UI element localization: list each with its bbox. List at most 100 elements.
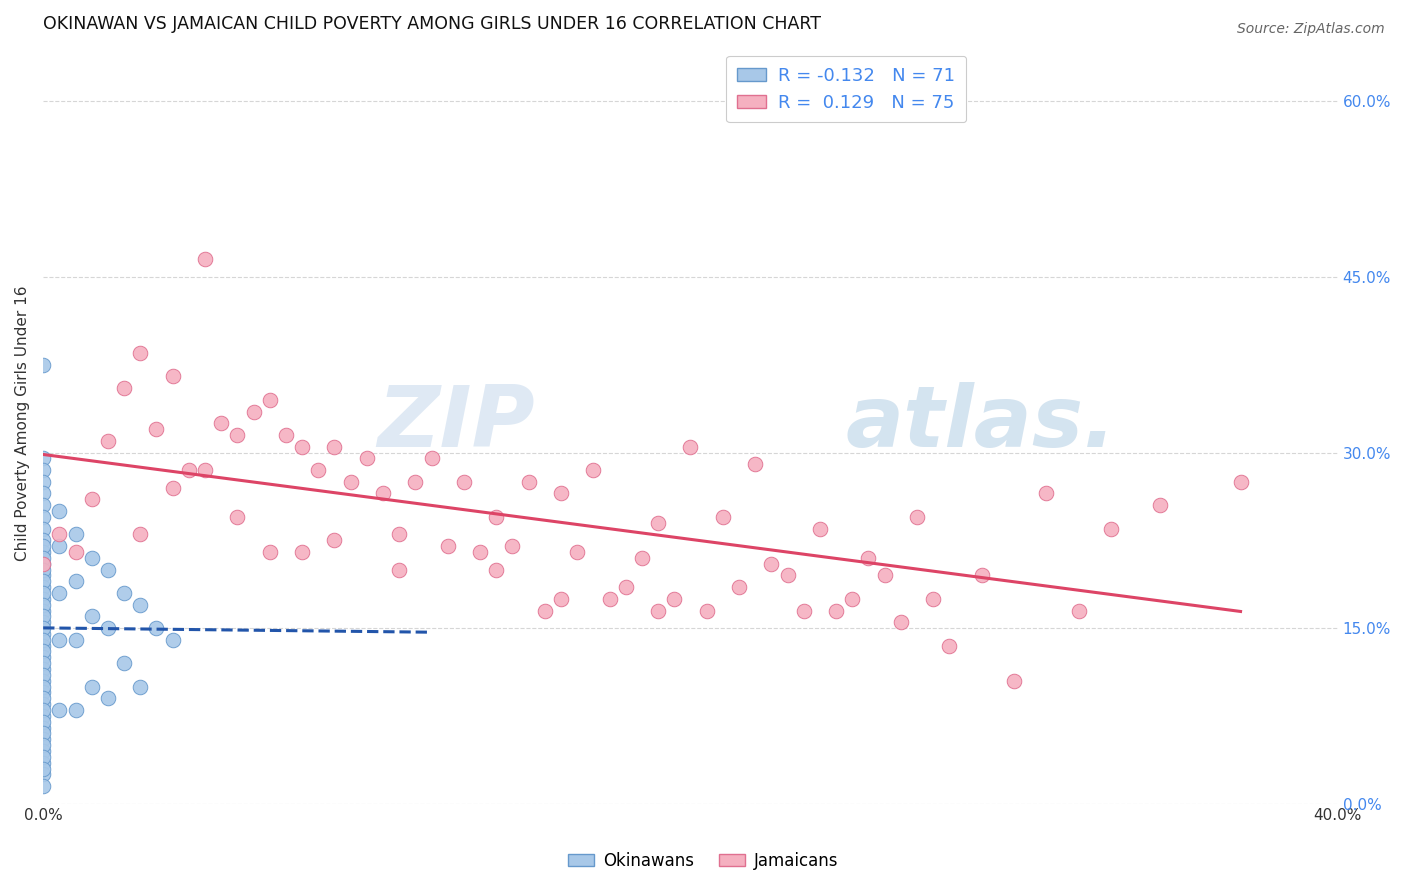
Point (388, 563, 411, 577)
Point (711, 509, 734, 524)
Point (32, 726, 55, 740)
Point (65, 527, 87, 541)
Point (32, 533, 55, 548)
Point (209, 416, 232, 430)
Point (970, 568, 993, 582)
Point (97, 563, 120, 577)
Point (808, 522, 831, 536)
Point (32, 691, 55, 706)
Point (80, 680, 103, 694)
Legend: Okinawans, Jamaicans: Okinawans, Jamaicans (561, 846, 845, 877)
Point (841, 591, 863, 606)
Point (129, 598, 152, 612)
Point (32, 621, 55, 635)
Point (501, 539, 523, 553)
Point (48, 527, 70, 541)
Point (32, 568, 55, 582)
Point (112, 381, 135, 395)
Point (97, 621, 120, 635)
Text: OKINAWAN VS JAMAICAN CHILD POVERTY AMONG GIRLS UNDER 16 CORRELATION CHART: OKINAWAN VS JAMAICAN CHILD POVERTY AMONG… (44, 15, 821, 33)
Point (80, 609, 103, 624)
Point (453, 475, 475, 489)
Point (32, 738, 55, 752)
Point (32, 756, 55, 770)
Point (177, 463, 200, 477)
Point (420, 451, 443, 466)
Point (32, 714, 55, 729)
Point (323, 533, 346, 548)
Point (32, 744, 55, 758)
Point (485, 509, 508, 524)
Point (1067, 603, 1090, 617)
Point (32, 767, 55, 781)
Point (65, 574, 87, 589)
Point (80, 492, 103, 507)
Point (32, 673, 55, 688)
Point (112, 586, 135, 600)
Point (226, 509, 249, 524)
Point (825, 603, 848, 617)
Point (32, 609, 55, 624)
Point (858, 550, 880, 565)
Point (32, 545, 55, 559)
Point (259, 545, 281, 559)
Point (485, 563, 508, 577)
Point (162, 369, 184, 384)
Point (226, 428, 249, 442)
Point (776, 568, 799, 582)
Point (922, 591, 945, 606)
Point (32, 509, 55, 524)
Point (761, 557, 783, 571)
Point (32, 685, 55, 699)
Legend: R = -0.132   N = 71, R =  0.129   N = 75: R = -0.132 N = 71, R = 0.129 N = 75 (725, 55, 966, 122)
Point (32, 632, 55, 647)
Point (32, 644, 55, 658)
Point (32, 475, 55, 489)
Point (793, 603, 815, 617)
Point (32, 703, 55, 717)
Point (1035, 486, 1057, 500)
Point (291, 545, 314, 559)
Point (32, 627, 55, 641)
Point (32, 586, 55, 600)
Text: ZIP: ZIP (377, 382, 536, 465)
Point (517, 475, 540, 489)
Point (938, 639, 960, 653)
Point (32, 762, 55, 776)
Point (32, 580, 55, 594)
Point (32, 662, 55, 676)
Point (32, 615, 55, 630)
Point (194, 463, 217, 477)
Point (744, 457, 766, 471)
Point (32, 591, 55, 606)
Point (32, 358, 55, 372)
Point (32, 557, 55, 571)
Point (32, 779, 55, 793)
Point (647, 516, 669, 530)
Point (65, 703, 87, 717)
Point (162, 481, 184, 495)
Point (32, 697, 55, 711)
Point (873, 568, 896, 582)
Point (582, 463, 605, 477)
Point (890, 615, 912, 630)
Point (32, 463, 55, 477)
Text: atlas.: atlas. (846, 382, 1116, 465)
Point (614, 580, 637, 594)
Point (162, 632, 184, 647)
Point (32, 650, 55, 665)
Point (32, 709, 55, 723)
Point (356, 451, 378, 466)
Point (242, 404, 264, 418)
Point (32, 574, 55, 589)
Point (48, 539, 70, 553)
Point (599, 591, 621, 606)
Point (647, 603, 669, 617)
Point (533, 603, 555, 617)
Point (32, 486, 55, 500)
Point (905, 509, 928, 524)
Y-axis label: Child Poverty Among Girls Under 16: Child Poverty Among Girls Under 16 (15, 285, 30, 561)
Point (323, 440, 346, 454)
Point (80, 550, 103, 565)
Point (291, 440, 314, 454)
